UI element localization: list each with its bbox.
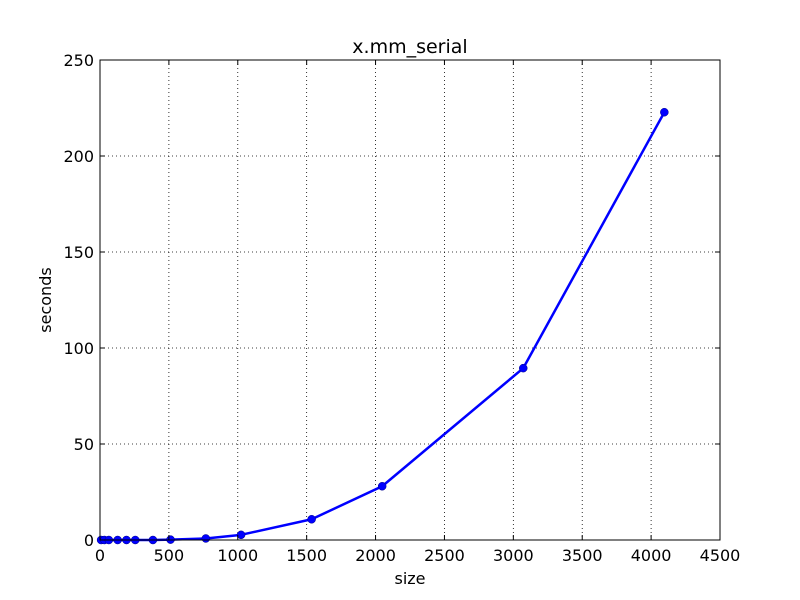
x-tick-label: 3500 <box>562 546 603 565</box>
y-axis-label: seconds <box>36 267 55 332</box>
x-tick-label: 0 <box>95 546 105 565</box>
series-group <box>96 107 669 545</box>
x-tick-label: 500 <box>154 546 185 565</box>
x-tick-label: 1500 <box>286 546 327 565</box>
data-point <box>519 363 528 373</box>
grid <box>100 60 720 540</box>
data-point <box>236 530 246 540</box>
x-tick-label: 2000 <box>355 546 396 565</box>
data-point <box>307 515 316 524</box>
x-tick-label: 1000 <box>217 546 258 565</box>
x-tick-label: 4000 <box>631 546 672 565</box>
y-tick-label: 250 <box>63 51 94 70</box>
ticks: 0 500 1000 1500 2000 2500 3000 3500 4000 4500 0 50 1… <box>63 51 740 565</box>
x-axis-label: size <box>394 569 425 588</box>
plot-frame <box>99 59 721 541</box>
x-tick-label: 4500 <box>700 546 741 565</box>
data-point <box>660 107 669 117</box>
x-tick-label: 3000 <box>493 546 534 565</box>
y-tick-label: 200 <box>63 147 94 166</box>
y-tick-label: 100 <box>63 339 94 358</box>
y-tick-label: 50 <box>74 435 94 454</box>
y-tick-label: 0 <box>84 531 94 550</box>
series-line <box>101 111 666 542</box>
data-point <box>201 534 211 543</box>
x-tick-label: 2500 <box>424 546 465 565</box>
chart-title: x.mm_serial <box>352 36 467 58</box>
y-tick-label: 150 <box>63 243 94 262</box>
data-point <box>377 481 387 491</box>
